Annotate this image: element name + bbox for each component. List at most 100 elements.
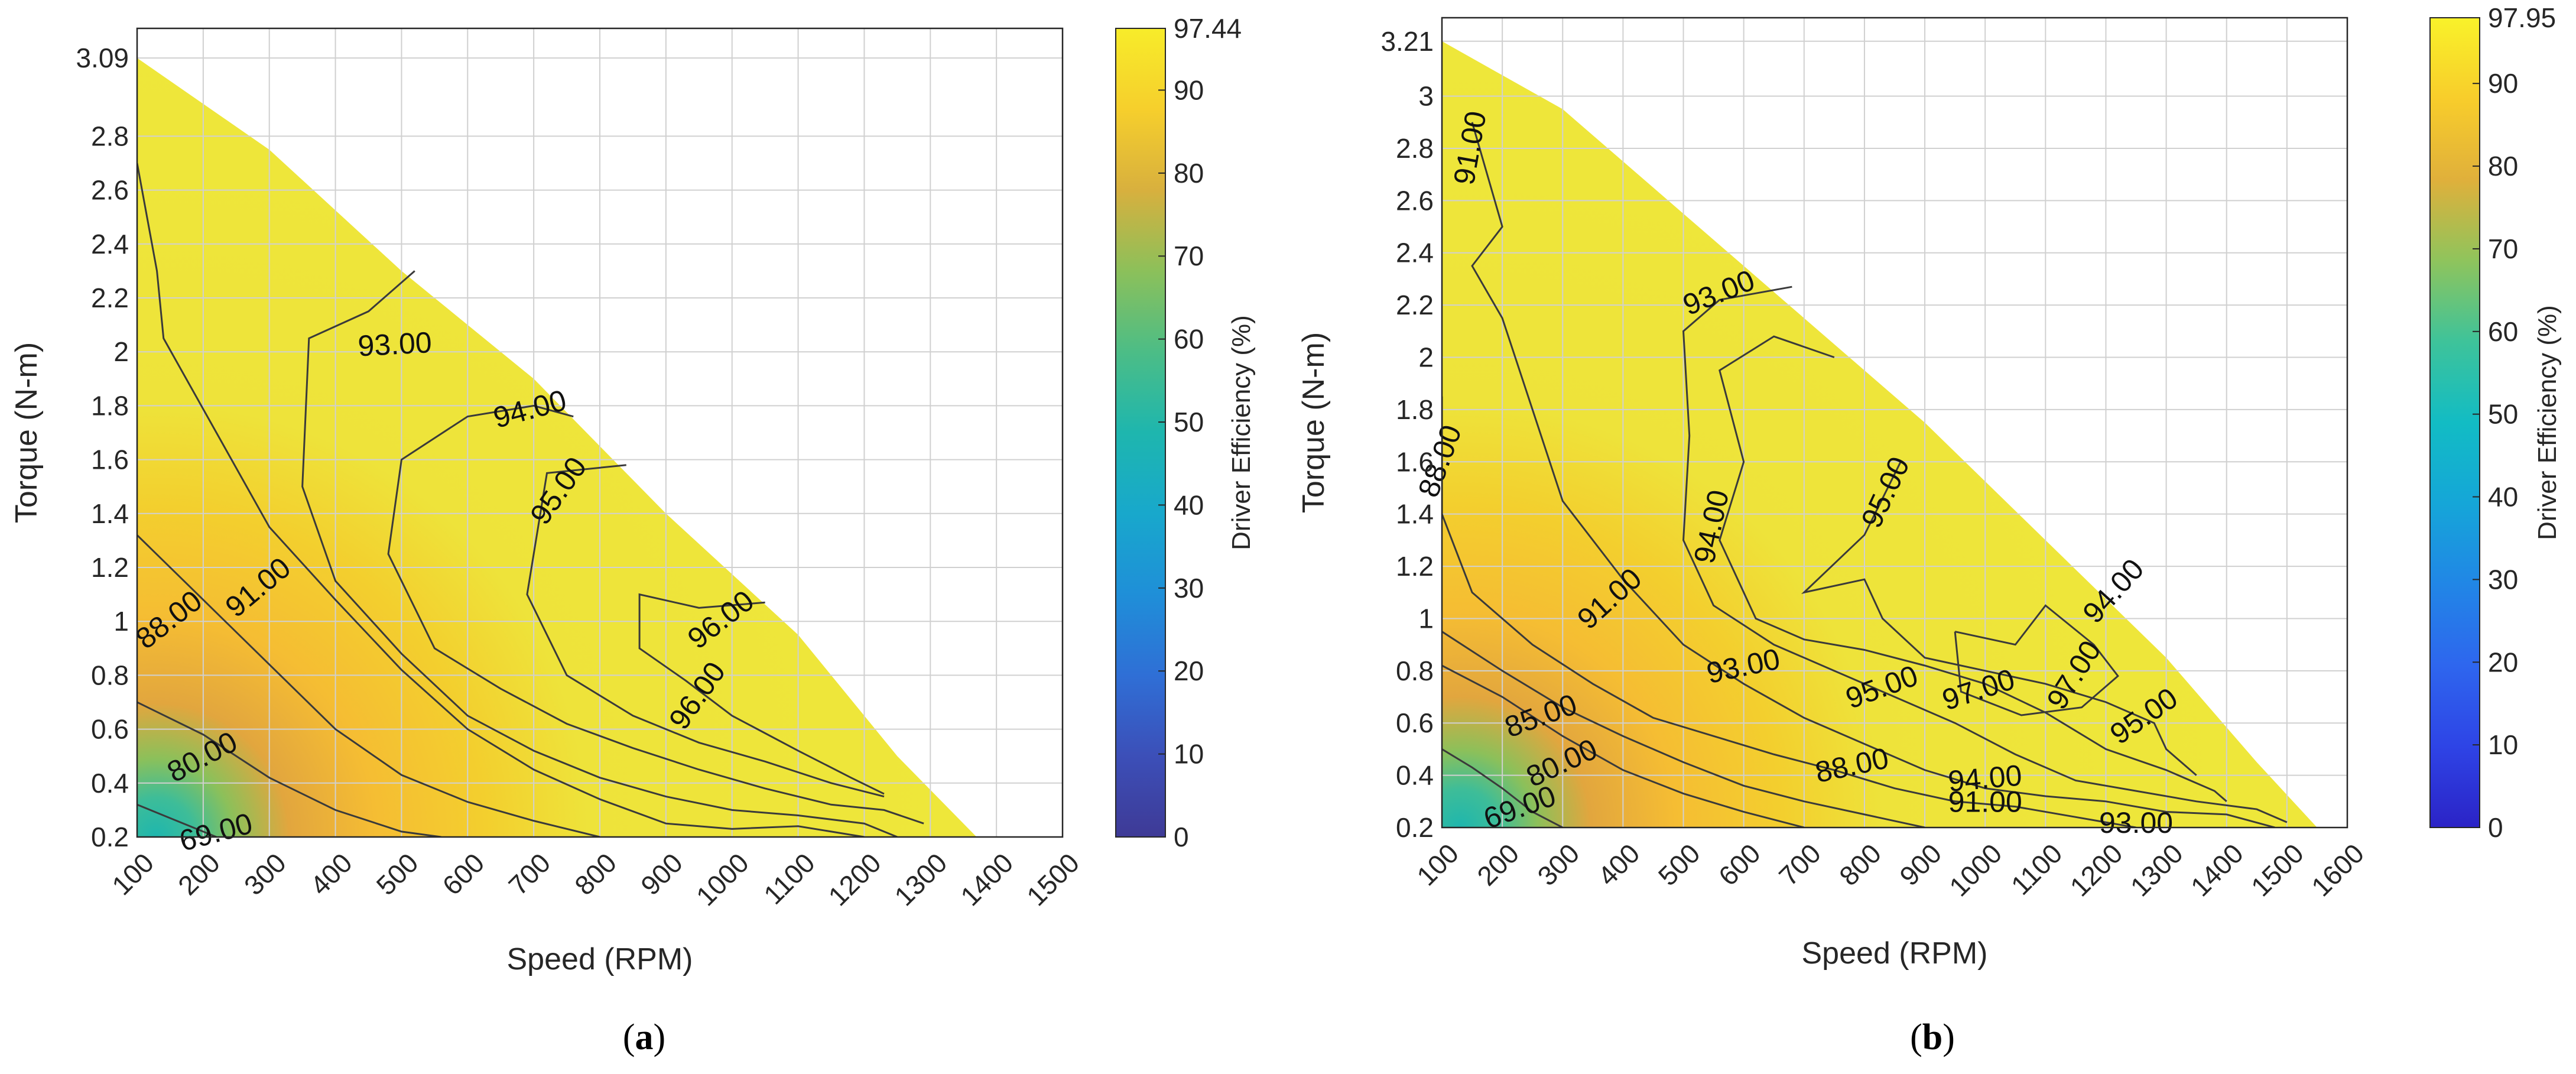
x-tick-label: 400 [1592,838,1646,891]
colorbar-tick-label: 97.44 [1174,13,1242,44]
caption-close: ) [1942,1017,1955,1057]
colorbar-tick-label: 80 [2488,151,2518,181]
colorbar-tick-label: 80 [1174,158,1204,189]
colorbar-tick-label: 20 [1174,656,1204,686]
panel-b-chart: 69.0080.0085.0088.0088.0091.0091.0091.00… [1297,2,2562,1057]
contour-label-94-text: 94.00 [1947,758,2023,798]
colorbar-tick-label: 0 [1174,822,1189,852]
y-tick-label: 1.6 [91,444,129,475]
x-tick-label: 600 [1713,838,1766,891]
x-tick-label: 800 [1833,838,1887,891]
colorbar-tick-label: 0 [2488,812,2503,843]
colorbar-title: Driver Efficiency (%) [2533,305,2562,540]
colorbar-tick-label: 50 [2488,399,2518,430]
contour-line-93 [1682,285,2288,823]
contour-line-97 [1954,604,2119,716]
contour-line-69 [137,803,217,837]
y-axis-title: Torque (N-m) [9,342,44,523]
y-tick-label: 2.8 [91,121,129,151]
y-tick-label: 0.6 [1396,708,1434,738]
colorbar-ticks: 0 10 20 30 40 50 60 70 80 90 97.95 [2473,2,2556,843]
y-tick-label: 0.4 [91,768,129,799]
y-tick-label: 1 [1418,603,1434,634]
x-tick-label: 100 [106,847,160,901]
y-tick-label: 1.8 [91,390,129,421]
contour-line-91 [1471,122,2275,828]
colorbar-tick-label: 90 [1174,74,1204,105]
x-tick-label: 800 [569,847,622,901]
x-tick-label: 1400 [954,847,1019,911]
y-tick-label: 2 [1418,342,1434,373]
y-tick-label: 1.6 [1396,446,1434,477]
contour-label-93-text: 93.00 [357,326,433,362]
y-tick-label: 1.8 [1396,394,1434,425]
contour-line-94 [1719,335,2227,802]
contour-line-91 [137,163,865,837]
x-axis-title: Speed (RPM) [1802,936,1988,971]
y-tick-label: 3.21 [1380,26,1434,57]
y-tick-label: 2.6 [1396,185,1434,216]
contour-line-88 [137,534,600,837]
contour-line-95 [1801,461,2197,776]
x-tick-label: 1100 [758,847,821,910]
colorbar-tick-label: 30 [1174,573,1204,603]
x-tick-label: 300 [1531,838,1585,891]
y-tick-label: 2.2 [91,283,129,313]
y-tick-label: 0.2 [91,822,129,852]
contour-line-94 [387,404,924,825]
y-tick-label: 3 [1418,81,1434,112]
colorbar-tick-label: 50 [1174,407,1204,437]
contour-lines [137,163,924,837]
contour-label-94: 94.00 [1947,758,2023,798]
efficiency-region [1442,41,2317,828]
caption-letter: b [1922,1017,1942,1057]
x-tick-label: 900 [635,847,688,901]
colorbar-ticks: 0 10 20 30 40 50 60 70 80 90 97.44 [1158,13,1242,852]
x-tick-label: 400 [304,847,358,901]
caption-open: ( [623,1017,635,1057]
y-tick-label: 2 [113,336,129,367]
colorbar-tick-label: 30 [2488,564,2518,595]
contour-label-93-text: 93.00 [2099,806,2173,839]
contour-line-96 [638,593,885,795]
colorbar-tick-label: 60 [2488,316,2518,347]
x-tick-label: 700 [1773,838,1827,891]
axes-box [136,27,1064,838]
x-tick-label: 500 [1652,838,1706,891]
colorbar-title: Driver Efficiency (%) [1227,315,1256,550]
x-tick-label: 1600 [2305,838,2370,902]
caption-close: ) [654,1017,666,1057]
y-tick-label: 2.6 [91,175,129,206]
colorbar-tick-label: 10 [1174,739,1204,770]
contour-line-88 [1442,396,2136,828]
contour-lines [1442,122,2288,828]
y-tick-label: 1.2 [91,552,129,583]
contour-line-95 [526,464,885,798]
colorbar-tick-label: 70 [1174,241,1204,271]
x-tick-label: 1000 [1943,838,2007,902]
x-tick-label: 700 [502,847,556,901]
y-tick-label: 2.4 [1396,238,1434,268]
colorbar-tick-label: 20 [2488,647,2518,677]
x-tick-label: 500 [371,847,424,901]
y-tick-label: 1.4 [1396,499,1434,530]
y-tick-label: 0.2 [1396,812,1434,843]
x-tick-label: 1200 [2064,838,2129,902]
x-tick-label: 100 [1411,838,1464,891]
panel-caption: (a) [623,1017,665,1057]
caption-letter: a [635,1017,654,1057]
contour-label-91: 91.00 [1948,785,2022,818]
colorbar-tick-label: 60 [1174,324,1204,355]
colorbar-tick-label: 97.95 [2488,2,2556,33]
colorbar-tick-label: 40 [1174,489,1204,520]
x-tick-label: 1500 [1021,847,1085,911]
y-tick-label: 2.2 [1396,290,1434,320]
x-tick-label: 1300 [2125,838,2189,902]
caption-open: ( [1910,1017,1922,1057]
x-tick-label: 1000 [690,847,755,911]
contour-label-91-text: 91.00 [1948,785,2022,818]
